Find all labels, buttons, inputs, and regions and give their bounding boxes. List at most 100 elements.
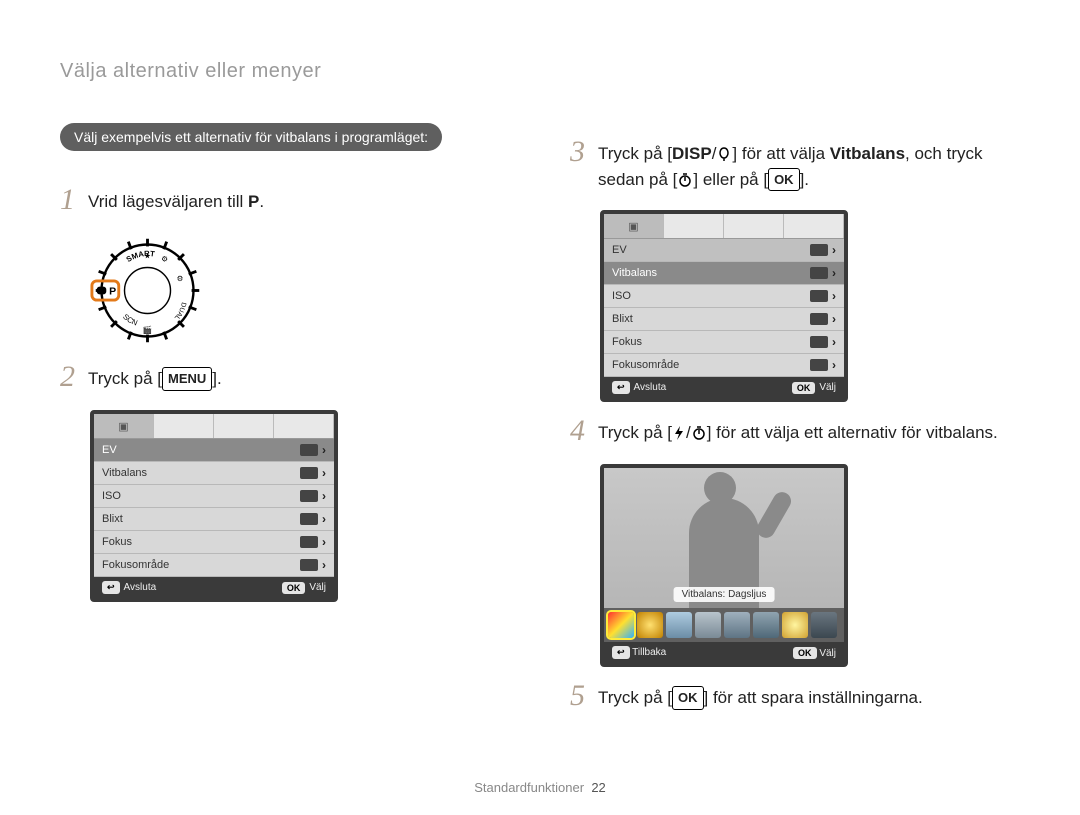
- menu-row-value: ›: [810, 266, 836, 280]
- wb-option: [724, 612, 750, 638]
- step-3-text: Tryck på [DISP/] för att välja Vitbalans…: [598, 137, 1020, 192]
- menu-row-value: ›: [300, 466, 326, 480]
- lcd-tabs: ▣: [604, 214, 844, 239]
- menu-row-label: Fokus: [102, 536, 132, 548]
- footer-section: Standardfunktioner: [474, 780, 584, 795]
- menu-row: Blixt›: [604, 308, 844, 331]
- wb-footer: ↩ Tillbaka OK Välj: [604, 642, 844, 663]
- wb-preview-screenshot: Vitbalans: Dagsljus ↩ Tillbaka OK Välj: [600, 464, 848, 667]
- footer-right: Välj: [819, 382, 836, 393]
- breadcrumb: Välja alternativ eller menyer: [60, 60, 1020, 83]
- menu-row-label: Vitbalans: [102, 467, 147, 479]
- s3c: ] för att välja: [732, 144, 829, 163]
- menu-row-value: ›: [810, 335, 836, 349]
- step-number: 3: [570, 137, 598, 167]
- s3e: ] eller på [: [693, 170, 768, 189]
- menu-row: Fokusområde ›: [604, 354, 844, 377]
- wb-caption: Vitbalans: Dagsljus: [674, 587, 775, 602]
- page-footer: Standardfunktioner 22: [0, 780, 1080, 795]
- ok-key-icon: OK: [282, 582, 306, 594]
- menu-row: Fokus ›: [94, 531, 334, 554]
- menu-row-label: Fokusområde: [612, 359, 679, 371]
- footer-right: Välj: [309, 582, 326, 593]
- footer-left: Avsluta: [634, 382, 667, 393]
- s3a: Tryck på [: [598, 144, 672, 163]
- menu-row-value: ›: [810, 358, 836, 372]
- menu-row: Fokus ›: [604, 331, 844, 354]
- menu-row-label: Blixt: [102, 513, 123, 525]
- timer-icon: [691, 425, 707, 441]
- lcd-footer: ↩ Avsluta OK Välj: [604, 377, 844, 398]
- wb-option: [782, 612, 808, 638]
- back-key-icon: ↩: [102, 581, 120, 594]
- content-columns: Välj exempelvis ett alternativ för vitba…: [60, 123, 1020, 729]
- vitbalans-bold: Vitbalans: [830, 144, 905, 163]
- menu-row: Blixt ›: [94, 508, 334, 531]
- back-key-icon: ↩: [612, 381, 630, 394]
- menu-row-value: ›: [810, 289, 836, 303]
- page-number: 22: [591, 780, 605, 795]
- tab-display-icon: [214, 414, 274, 438]
- menu-row-label: Fokus: [612, 336, 642, 348]
- tab-shoot-icon: ▣: [94, 414, 154, 438]
- step-number: 4: [570, 416, 598, 446]
- menu-row: ISO›: [604, 285, 844, 308]
- menu-row-value: ›: [300, 535, 326, 549]
- ok-button-label: OK: [768, 168, 800, 192]
- step1-before: Vrid lägesväljaren till: [88, 192, 248, 211]
- menu-row: Fokusområde›: [94, 554, 334, 577]
- wb-footer-left: Tillbaka: [632, 647, 666, 658]
- lcd-footer: ↩ Avsluta OK Välj: [94, 577, 334, 598]
- menu-row: EV ›: [94, 439, 334, 462]
- timer-icon: [677, 172, 693, 188]
- svg-text:⚙: ⚙: [161, 255, 168, 264]
- menu-row-label: ISO: [102, 490, 121, 502]
- step-3: 3 Tryck på [DISP/] för att välja Vitbala…: [570, 137, 1020, 192]
- s2-suffix: ].: [212, 369, 221, 388]
- svg-text:🎬: 🎬: [143, 326, 153, 335]
- step-number: 5: [570, 681, 598, 711]
- footer-left: Avsluta: [124, 582, 157, 593]
- menu-row-value: ›: [810, 243, 836, 257]
- ok-key-icon: OK: [792, 382, 816, 394]
- left-column: Välj exempelvis ett alternativ för vitba…: [60, 123, 510, 729]
- menu-row-label: Vitbalans: [612, 267, 657, 279]
- menu-button-label: MENU: [162, 367, 212, 391]
- flash-icon: [672, 425, 686, 441]
- tab-shoot-icon: ▣: [604, 214, 664, 238]
- camera-menu-screenshot-2: ▣ EV›Vitbalans›ISO›Blixt›Fokus›Fokusområ…: [600, 210, 848, 402]
- example-pill: Välj exempelvis ett alternativ för vitba…: [60, 123, 442, 151]
- tab-sound-icon: [154, 414, 214, 438]
- step-5-text: Tryck på [OK] för att spara inställninga…: [598, 681, 923, 711]
- wb-scene: Vitbalans: Dagsljus: [604, 468, 844, 608]
- step-number: 2: [60, 362, 88, 392]
- menu-row-label: EV: [102, 444, 117, 456]
- macro-icon: [716, 146, 732, 162]
- right-column: 3 Tryck på [DISP/] för att välja Vitbala…: [570, 123, 1020, 729]
- step-2: 2 Tryck på [MENU].: [60, 362, 510, 392]
- step-1-text: Vrid lägesväljaren till P.: [88, 185, 264, 215]
- wb-option: [608, 612, 634, 638]
- menu-row-value: ›: [300, 489, 326, 503]
- menu-row: Vitbalans ›: [94, 462, 334, 485]
- step-number: 1: [60, 185, 88, 215]
- tab-display-icon: [724, 214, 784, 238]
- s5a: Tryck på [: [598, 688, 672, 707]
- step-2-text: Tryck på [MENU].: [88, 362, 222, 392]
- menu-row-value: ›: [300, 512, 326, 526]
- tab-sound-icon: [664, 214, 724, 238]
- menu-row-label: EV: [612, 244, 627, 256]
- menu-row-value: ›: [300, 443, 326, 457]
- step1-period: .: [259, 192, 264, 211]
- step-5: 5 Tryck på [OK] för att spara inställnin…: [570, 681, 1020, 711]
- menu-row-value: ›: [300, 558, 326, 572]
- s4a: Tryck på [: [598, 423, 672, 442]
- back-key-icon: ↩: [612, 646, 630, 659]
- tab-settings-icon: [784, 214, 844, 238]
- mode-p: P: [248, 192, 259, 211]
- mode-dial-illustration: ★ ⚙ ⚙ 🎬 SMART P SCN DUAL: [90, 233, 205, 348]
- wb-footer-right: Välj: [819, 648, 836, 659]
- s3f: ].: [800, 170, 809, 189]
- disp-label: DISP: [672, 144, 712, 163]
- wb-options-strip: [604, 608, 844, 642]
